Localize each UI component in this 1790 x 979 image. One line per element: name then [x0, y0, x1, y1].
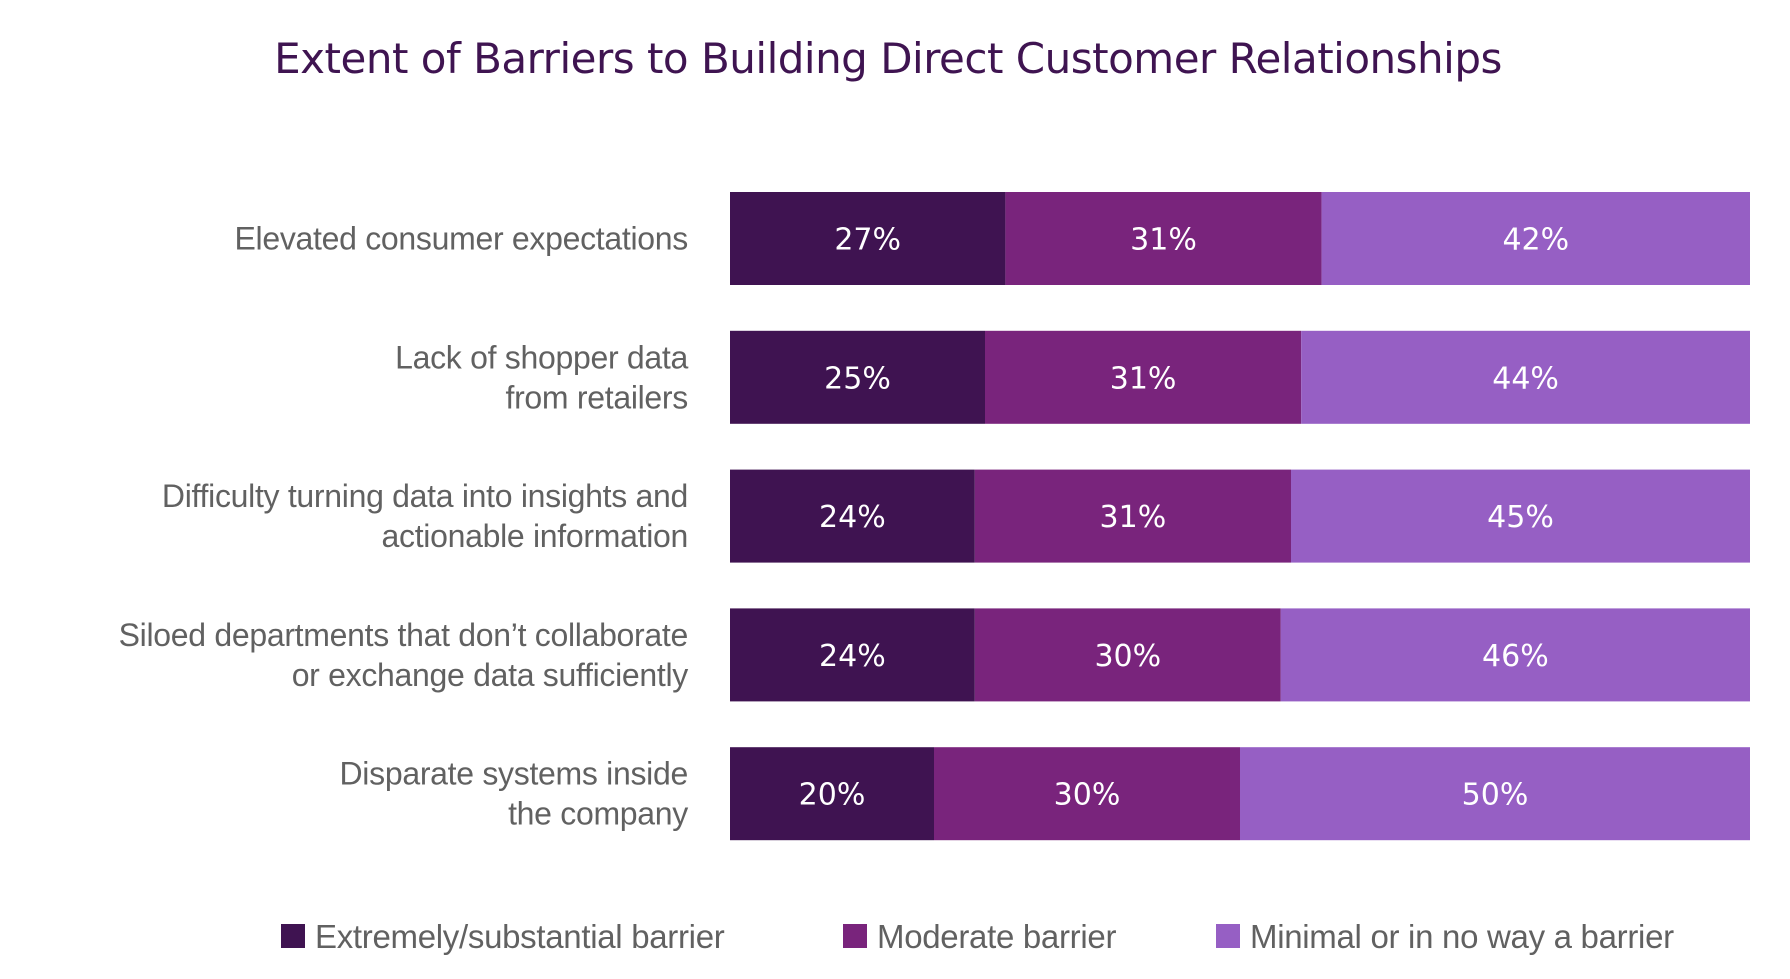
category-labels: Elevated consumer expectations Lack of sh… [119, 221, 689, 832]
category-label-line: Disparate systems inside [340, 756, 689, 792]
bar-row: 24% 31% 45% [730, 469, 1750, 563]
legend-label: Minimal or in no way a barrier [1250, 918, 1674, 955]
value-label: 31% [1100, 500, 1167, 535]
value-label: 27% [834, 223, 901, 258]
value-label: 20% [799, 778, 866, 813]
category-label-line: Elevated consumer expectations [235, 221, 689, 257]
category-label-line: or exchange data sufficiently [292, 657, 689, 693]
category-label: Disparate systems inside the company [340, 756, 689, 832]
category-label: Difficulty turning data into insights an… [162, 478, 688, 554]
value-label: 30% [1094, 639, 1161, 674]
category-label-line: from retailers [505, 379, 688, 415]
chart-title: Extent of Barriers to Building Direct Cu… [274, 34, 1502, 83]
legend-label: Moderate barrier [877, 918, 1116, 955]
legend-swatch [281, 924, 305, 948]
bar-segment [974, 469, 1291, 563]
value-label: 50% [1462, 778, 1529, 813]
legend-swatch [1216, 924, 1240, 948]
bar-segment [1240, 747, 1750, 841]
bar-segment [1280, 608, 1750, 702]
value-label: 44% [1492, 361, 1559, 396]
category-label: Lack of shopper data from retailers [395, 339, 689, 415]
bar-segment [985, 330, 1302, 424]
category-label-line: the company [508, 796, 688, 832]
bar-segment [1301, 330, 1750, 424]
value-label: 45% [1487, 500, 1554, 535]
category-label-line: Siloed departments that don’t collaborat… [119, 617, 688, 653]
bar-segment [974, 608, 1281, 702]
category-label-line: Lack of shopper data [395, 339, 688, 375]
category-label-line: Difficulty turning data into insights an… [162, 478, 688, 514]
category-label: Siloed departments that don’t collaborat… [119, 617, 689, 693]
bar-segment [730, 608, 975, 702]
bar-row: 20% 30% 50% [730, 747, 1750, 841]
bar-segment [730, 469, 975, 563]
value-label: 30% [1054, 778, 1121, 813]
bar-segment [934, 747, 1240, 841]
bar-row: 25% 31% 44% [730, 330, 1750, 424]
value-label: 31% [1110, 361, 1177, 396]
legend-label: Extremely/substantial barrier [315, 918, 725, 955]
value-label: 25% [824, 361, 891, 396]
bar-segment [1005, 192, 1322, 285]
legend-swatch [843, 924, 867, 948]
legend-item: Minimal or in no way a barrier [1216, 918, 1674, 955]
bar-row: 24% 30% 46% [730, 608, 1750, 702]
bar-segment [730, 747, 934, 841]
legend: Extremely/substantial barrier Moderate ba… [281, 918, 1674, 955]
bar-segment [730, 192, 1006, 285]
bar-row: 27% 31% 42% [730, 192, 1750, 285]
bar-segment [1321, 192, 1750, 285]
legend-item: Moderate barrier [843, 918, 1117, 955]
bar-segment [730, 330, 985, 424]
category-label-line: actionable information [382, 518, 688, 554]
value-label: 24% [819, 500, 886, 535]
legend-item: Extremely/substantial barrier [281, 918, 725, 955]
bar-segment [1291, 469, 1750, 563]
bars-layer: 27% 31% 42% 25% 31% 44% 24% 31% 45% 24% 30% 46% 20% 3… [730, 192, 1750, 841]
value-label: 46% [1482, 639, 1549, 674]
value-label: 31% [1130, 223, 1197, 258]
value-label: 42% [1502, 223, 1569, 258]
value-label: 24% [819, 639, 886, 674]
category-label: Elevated consumer expectations [235, 221, 689, 257]
